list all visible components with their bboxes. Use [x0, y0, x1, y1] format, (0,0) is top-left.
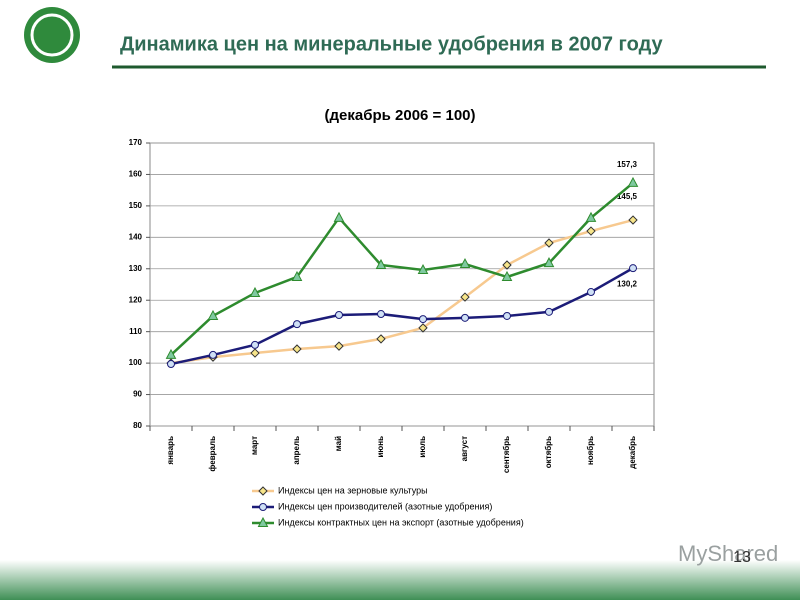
- x-tick-label: ноябрь: [586, 436, 595, 465]
- marker: [167, 360, 175, 369]
- x-tick-label: октябрь: [544, 436, 553, 468]
- y-tick-label: 150: [129, 201, 143, 210]
- plot-area: [149, 142, 655, 427]
- marker: [501, 270, 513, 281]
- x-tick-label: июнь: [376, 436, 385, 458]
- footer-band: [0, 560, 800, 600]
- y-tick-label: 170: [129, 138, 143, 147]
- x-tick-label: декабрь: [628, 436, 637, 469]
- marker: [543, 257, 555, 268]
- marker: [207, 309, 219, 320]
- marker: [209, 350, 217, 359]
- slide-title: Динамика цен на минеральные удобрения в …: [120, 33, 664, 55]
- marker: [418, 323, 428, 333]
- y-tick-label: 90: [133, 390, 142, 399]
- data-label: 157,3: [617, 160, 638, 169]
- series-line: [170, 181, 634, 356]
- x-tick-label: март: [250, 436, 259, 455]
- y-tick-label: 130: [129, 264, 143, 273]
- legend-marker: [258, 486, 268, 496]
- marker: [250, 348, 260, 358]
- marker: [333, 211, 345, 222]
- x-tick-label: апрель: [292, 436, 301, 465]
- y-tick-label: 80: [133, 421, 142, 430]
- marker: [585, 211, 597, 222]
- marker: [249, 286, 261, 297]
- y-tick-label: 120: [129, 295, 143, 304]
- legend-label: Индексы контрактных цен на экспорт (азот…: [278, 517, 524, 527]
- y-tick-label: 160: [129, 170, 143, 179]
- series-line: [170, 218, 634, 365]
- y-tick-label: 110: [129, 327, 142, 336]
- x-tick-label: февраль: [208, 436, 217, 472]
- legend-label: Индексы цен производителей (азотные удоб…: [278, 501, 492, 511]
- marker: [461, 313, 469, 322]
- marker: [628, 215, 638, 225]
- series-line: [170, 267, 634, 366]
- marker: [417, 263, 429, 275]
- logo-ring: [30, 13, 74, 57]
- x-tick-label: январь: [166, 436, 175, 465]
- marker: [293, 320, 301, 329]
- marker: [375, 258, 387, 270]
- marker: [587, 288, 595, 297]
- marker: [419, 315, 427, 324]
- data-label: 130,2: [617, 279, 638, 288]
- marker: [251, 340, 259, 349]
- page-number: 13: [733, 549, 751, 566]
- marker: [586, 226, 596, 236]
- marker: [627, 176, 639, 187]
- marker: [165, 348, 177, 359]
- legend-marker: [259, 503, 267, 511]
- marker: [459, 257, 471, 269]
- marker: [334, 341, 344, 351]
- marker: [377, 310, 385, 319]
- x-tick-label: июль: [418, 436, 427, 458]
- x-tick-label: сентябрь: [502, 436, 511, 473]
- marker: [502, 260, 512, 270]
- marker: [544, 238, 554, 248]
- marker: [629, 264, 637, 273]
- marker: [376, 334, 386, 344]
- legend-marker: [257, 516, 269, 527]
- marker: [545, 307, 553, 316]
- marker: [335, 311, 343, 320]
- y-tick-label: 140: [129, 232, 143, 241]
- data-label: 145,5: [617, 192, 638, 201]
- marker: [460, 292, 470, 302]
- marker: [291, 270, 303, 281]
- chart-subtitle: (декабрь 2006 = 100): [324, 107, 475, 124]
- x-tick-label: май: [334, 436, 343, 451]
- marker: [503, 311, 511, 320]
- y-tick-label: 100: [129, 358, 143, 367]
- legend-label: Индексы цен на зерновые культуры: [278, 485, 428, 495]
- x-tick-label: август: [460, 436, 469, 461]
- watermark: MyShared: [678, 541, 778, 566]
- marker: [292, 344, 302, 354]
